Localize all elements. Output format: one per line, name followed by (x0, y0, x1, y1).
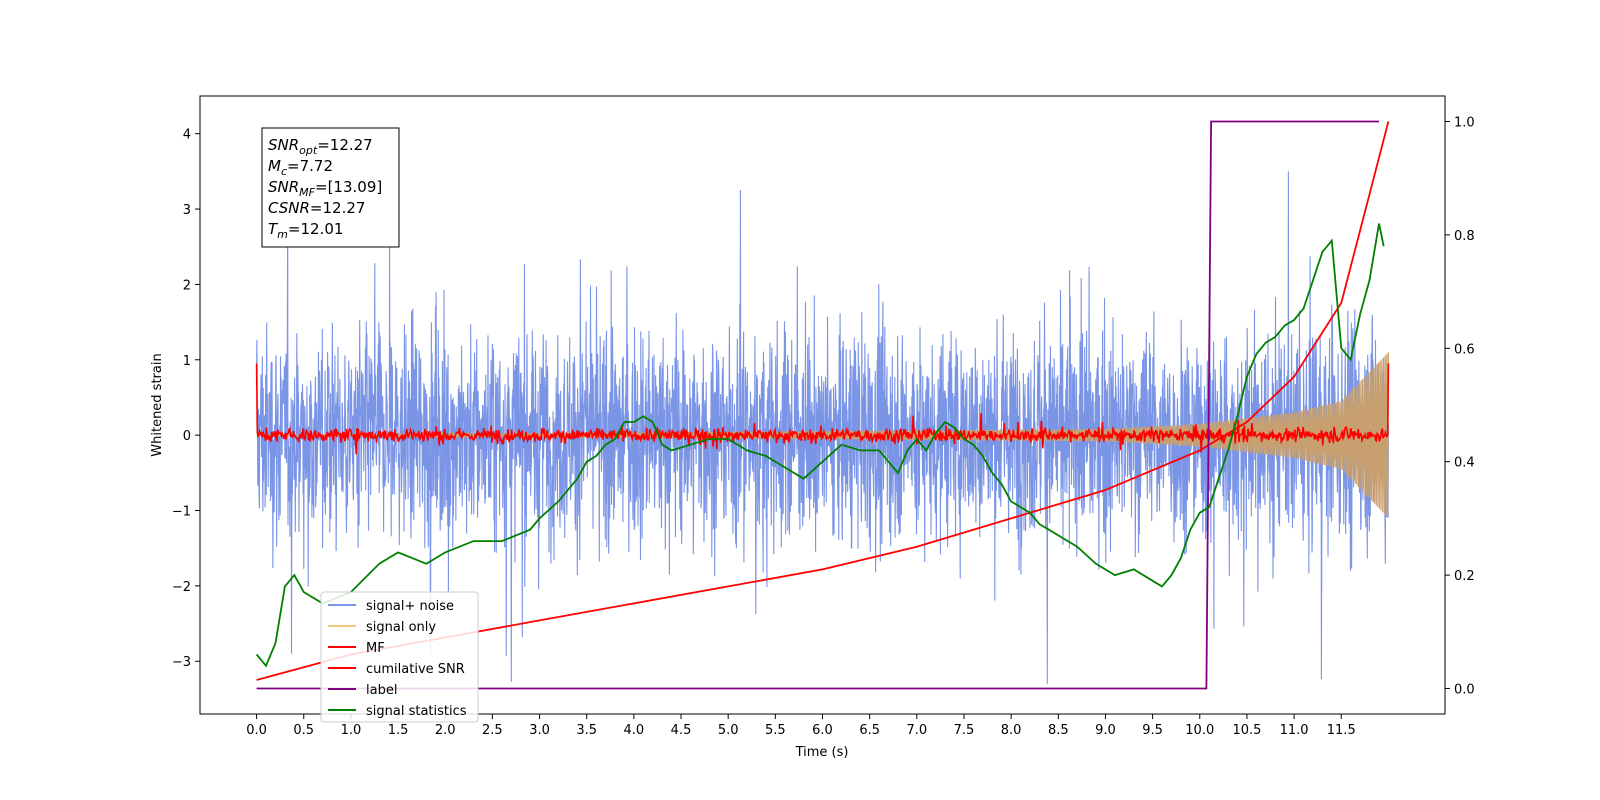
y2-tick-label: 0.6 (1454, 342, 1475, 357)
x-tick-label: 11.5 (1327, 723, 1356, 738)
x-tick-label: 10.0 (1185, 723, 1214, 738)
annotation-line: CSNR=12.27 (268, 199, 365, 217)
x-tick-label: 8.5 (1048, 723, 1069, 738)
x-tick-label: 4.0 (624, 723, 645, 738)
legend-label: signal+ noise (366, 599, 454, 614)
x-tick-label: 11.0 (1280, 723, 1309, 738)
x-tick-label: 7.0 (906, 723, 927, 738)
x-tick-label: 8.0 (1001, 723, 1022, 738)
y-tick-label: −2 (172, 580, 191, 595)
x-tick-label: 0.0 (246, 723, 267, 738)
y-tick-label: −1 (172, 505, 191, 520)
x-tick-label: 6.0 (812, 723, 833, 738)
y-axis-label: Whitened strain (150, 353, 165, 456)
x-tick-label: 2.5 (482, 723, 503, 738)
annotation-line: Tm=12.01 (268, 220, 343, 241)
y2-tick-label: 0.8 (1454, 229, 1475, 244)
y-tick-label: 3 (183, 203, 191, 218)
y-tick-label: −3 (172, 655, 191, 670)
legend: signal+ noise signal only MF cumilative SNR… (320, 591, 479, 723)
x-tick-label: 1.0 (341, 723, 362, 738)
x-tick-label: 5.0 (718, 723, 739, 738)
y-tick-label: 2 (183, 278, 191, 293)
series-mf-line (255, 363, 1390, 455)
x-tick-label: 7.5 (954, 723, 975, 738)
x-tick-label: 9.5 (1142, 723, 1163, 738)
legend-label: MF (366, 641, 385, 656)
x-tick-label: 9.0 (1095, 723, 1116, 738)
x-axis-label: Time (s) (795, 745, 849, 760)
legend-label: label (366, 683, 397, 698)
y2-tick-label: 0.2 (1454, 569, 1475, 584)
x-tick-label: 5.5 (765, 723, 786, 738)
x-tick-label: 0.5 (293, 723, 314, 738)
y-axis-left: −3 −2 −1 0 1 2 3 4 (172, 128, 200, 670)
legend-label: cumilative SNR (366, 662, 465, 677)
y2-tick-label: 0.4 (1454, 456, 1475, 471)
annotation-line: SNRMF=[13.09] (268, 178, 382, 199)
annotation-line: SNRopt=12.27 (268, 136, 373, 157)
legend-label: signal only (366, 620, 436, 635)
y2-tick-label: 0.0 (1454, 682, 1475, 697)
x-tick-label: 3.5 (576, 723, 597, 738)
annotation-box: SNRopt=12.27Mc=7.72SNRMF=[13.09]CSNR=12.… (261, 127, 400, 248)
series-label-line (256, 120, 1379, 690)
y-axis-right: 0.0 0.2 0.4 0.6 0.8 1.0 (1445, 116, 1475, 697)
legend-label: signal statistics (366, 704, 467, 719)
series-signal-statistics-line (255, 223, 1385, 668)
y2-tick-label: 1.0 (1454, 116, 1475, 131)
x-tick-label: 6.5 (859, 723, 880, 738)
y-tick-label: 0 (183, 429, 191, 444)
x-tick-label: 1.5 (388, 723, 409, 738)
annotation-line: Mc=7.72 (268, 157, 333, 178)
x-tick-label: 2.0 (435, 723, 456, 738)
x-tick-label: 3.0 (529, 723, 550, 738)
x-axis: 0.0 0.5 1.0 1.5 2.0 2.5 3.0 3.5 4.0 4.5 5.0 5.5 6.0 6… (246, 714, 1356, 738)
y-tick-label: 1 (183, 354, 191, 369)
y-tick-label: 4 (183, 128, 191, 143)
x-tick-label: 4.5 (671, 723, 692, 738)
x-tick-label: 10.5 (1232, 723, 1261, 738)
